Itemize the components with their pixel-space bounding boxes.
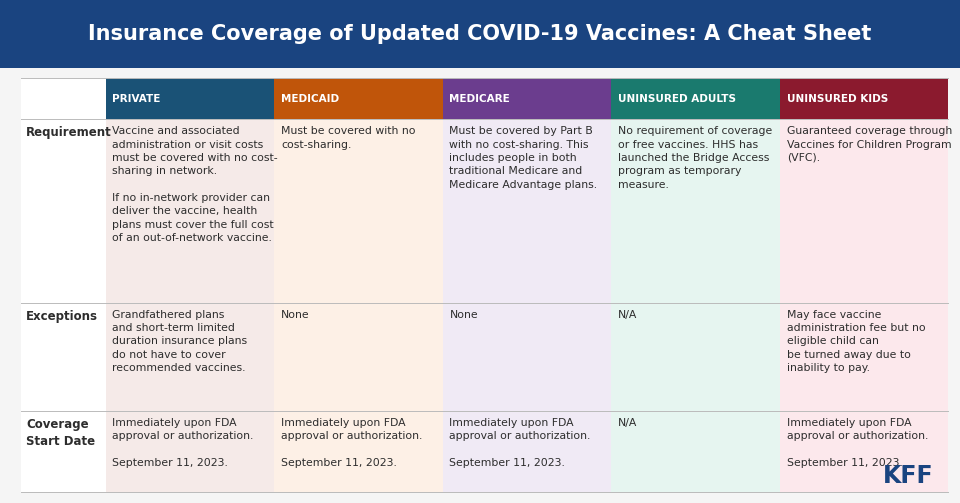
Bar <box>21 78 948 492</box>
Bar <box>0 0 960 68</box>
Bar <box>443 411 612 492</box>
Bar <box>443 78 612 119</box>
Text: Immediately upon FDA
approval or authorization.

September 11, 2023.: Immediately upon FDA approval or authori… <box>449 418 590 468</box>
Text: Requirement: Requirement <box>26 126 111 139</box>
Bar <box>106 119 275 303</box>
Bar <box>443 303 612 411</box>
Text: Must be covered by Part B
with no cost-sharing. This
includes people in both
tra: Must be covered by Part B with no cost-s… <box>449 126 598 190</box>
Text: Coverage
Start Date: Coverage Start Date <box>26 418 95 448</box>
Bar <box>780 303 948 411</box>
Bar <box>275 411 443 492</box>
Text: Grandfathered plans
and short-term limited
duration insurance plans
do not have : Grandfathered plans and short-term limit… <box>112 310 248 373</box>
Bar <box>106 411 275 492</box>
Text: Immediately upon FDA
approval or authorization.

September 11, 2023.: Immediately upon FDA approval or authori… <box>281 418 422 468</box>
Text: Exceptions: Exceptions <box>26 310 98 323</box>
Bar <box>275 303 443 411</box>
Bar <box>106 78 275 119</box>
Text: May face vaccine
administration fee but no
eligible child can
be turned away due: May face vaccine administration fee but … <box>786 310 925 373</box>
Text: MEDICAID: MEDICAID <box>281 94 339 104</box>
Text: MEDICARE: MEDICARE <box>449 94 511 104</box>
Bar <box>612 78 780 119</box>
Text: Insurance Coverage of Updated COVID-19 Vaccines: A Cheat Sheet: Insurance Coverage of Updated COVID-19 V… <box>88 24 872 44</box>
Text: No requirement of coverage
or free vaccines. HHS has
launched the Bridge Access
: No requirement of coverage or free vacci… <box>618 126 773 190</box>
Bar <box>780 78 948 119</box>
Text: N/A: N/A <box>618 418 637 428</box>
Text: PRIVATE: PRIVATE <box>112 94 160 104</box>
Text: None: None <box>449 310 478 320</box>
Text: Vaccine and associated
administration or visit costs
must be covered with no cos: Vaccine and associated administration or… <box>112 126 278 243</box>
Bar <box>612 411 780 492</box>
Text: Guaranteed coverage through
Vaccines for Children Program
(VFC).: Guaranteed coverage through Vaccines for… <box>786 126 952 163</box>
Bar <box>275 78 443 119</box>
Bar <box>780 411 948 492</box>
Text: Must be covered with no
cost-sharing.: Must be covered with no cost-sharing. <box>281 126 416 149</box>
Text: Immediately upon FDA
approval or authorization.

September 11, 2023.: Immediately upon FDA approval or authori… <box>112 418 253 468</box>
Text: N/A: N/A <box>618 310 637 320</box>
Bar <box>780 119 948 303</box>
Bar <box>275 119 443 303</box>
Text: KFF: KFF <box>882 464 933 488</box>
Text: UNINSURED KIDS: UNINSURED KIDS <box>786 94 888 104</box>
Text: UNINSURED ADULTS: UNINSURED ADULTS <box>618 94 736 104</box>
Text: Immediately upon FDA
approval or authorization.

September 11, 2023.: Immediately upon FDA approval or authori… <box>786 418 928 468</box>
Bar <box>106 303 275 411</box>
Text: None: None <box>281 310 309 320</box>
Bar <box>443 119 612 303</box>
Bar <box>612 303 780 411</box>
Bar <box>612 119 780 303</box>
